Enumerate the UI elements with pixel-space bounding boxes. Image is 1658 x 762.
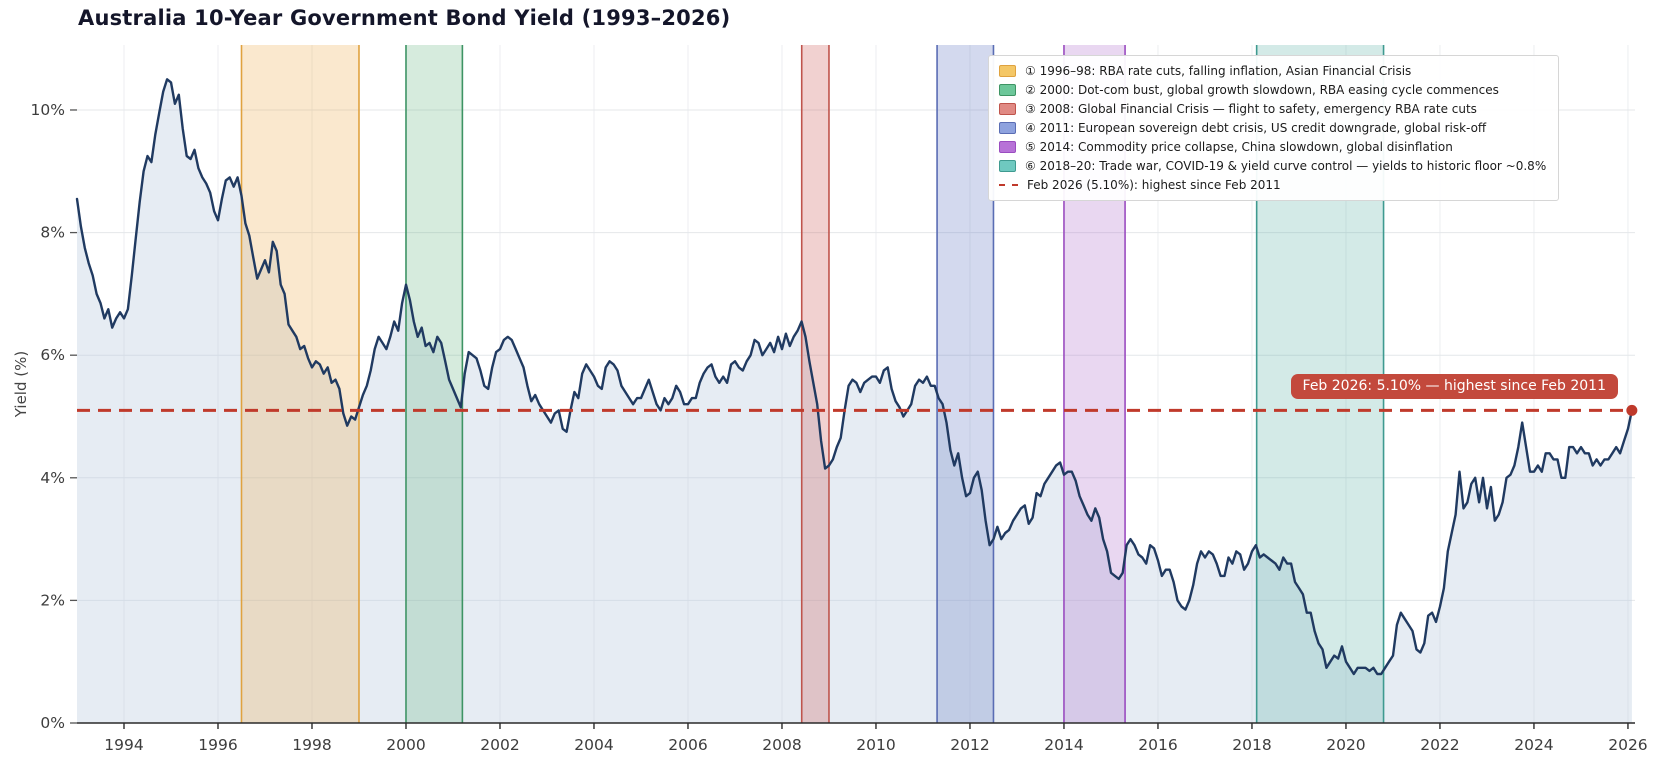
- endpoint-annotation-badge: Feb 2026: 5.10% — highest since Feb 2011: [1290, 374, 1618, 399]
- y-tick-label: 6%: [40, 346, 65, 364]
- legend-item: ③ 2008: Global Financial Crisis — flight…: [999, 101, 1546, 117]
- x-tick-label: 2004: [574, 736, 613, 754]
- y-tick-label: 4%: [40, 469, 65, 487]
- x-tick-label: 1998: [292, 736, 331, 754]
- x-tick-label: 1994: [104, 736, 143, 754]
- legend-item-label: ⑤ 2014: Commodity price collapse, China …: [1025, 140, 1453, 154]
- x-tick-label: 2000: [386, 736, 425, 754]
- y-tick-label: 10%: [31, 101, 65, 119]
- x-tick-label: 2020: [1326, 736, 1365, 754]
- dashed-line-icon: [999, 184, 1018, 186]
- legend-item: ⑤ 2014: Commodity price collapse, China …: [999, 139, 1546, 155]
- legend-item-label: ⑥ 2018–20: Trade war, COVID-19 & yield c…: [1025, 159, 1547, 173]
- event-band: [405, 45, 463, 723]
- event-band: [801, 45, 829, 723]
- x-tick-label: 2002: [480, 736, 519, 754]
- legend-item: ② 2000: Dot-com bust, global growth slow…: [999, 82, 1546, 98]
- legend-item-label: ③ 2008: Global Financial Crisis — flight…: [1025, 102, 1477, 116]
- legend-item-label: ① 1996–98: RBA rate cuts, falling inflat…: [1025, 64, 1412, 78]
- x-tick-label: 2024: [1514, 736, 1553, 754]
- band-swatch-icon: [999, 160, 1016, 172]
- y-tick-label: 0%: [40, 714, 65, 732]
- legend-item: ⑥ 2018–20: Trade war, COVID-19 & yield c…: [999, 158, 1546, 174]
- x-tick-label: 2012: [950, 736, 989, 754]
- x-tick-label: 2006: [668, 736, 707, 754]
- band-swatch-icon: [999, 141, 1016, 153]
- x-tick-label: 2022: [1420, 736, 1459, 754]
- x-tick-label: 2014: [1044, 736, 1083, 754]
- band-swatch-icon: [999, 84, 1016, 96]
- event-band: [937, 45, 994, 723]
- y-tick-label: 8%: [40, 224, 65, 242]
- band-swatch-icon: [999, 103, 1016, 115]
- yield-area-fill: [77, 79, 1632, 724]
- band-swatch-icon: [999, 122, 1016, 134]
- x-tick-label: 1996: [198, 736, 237, 754]
- chart-title: Australia 10-Year Government Bond Yield …: [78, 6, 731, 30]
- y-axis-label: Yield (%): [12, 350, 30, 418]
- legend-item-label: Feb 2026 (5.10%): highest since Feb 2011: [1027, 178, 1281, 192]
- x-tick-label: 2026: [1608, 736, 1647, 754]
- legend-item: ① 1996–98: RBA rate cuts, falling inflat…: [999, 63, 1546, 79]
- x-tick-label: 2010: [856, 736, 895, 754]
- legend: ① 1996–98: RBA rate cuts, falling inflat…: [988, 55, 1560, 201]
- yield-line: [75, 78, 1634, 676]
- endpoint-dot-icon: [1626, 404, 1638, 416]
- y-tick-label: 2%: [40, 591, 65, 609]
- x-tick-label: 2016: [1138, 736, 1177, 754]
- event-band: [241, 45, 359, 723]
- legend-item-label: ② 2000: Dot-com bust, global growth slow…: [1025, 83, 1499, 97]
- legend-item: ④ 2011: European sovereign debt crisis, …: [999, 120, 1546, 136]
- x-tick-label: 2008: [762, 736, 801, 754]
- legend-item: Feb 2026 (5.10%): highest since Feb 2011: [999, 177, 1546, 193]
- band-swatch-icon: [999, 65, 1016, 77]
- legend-item-label: ④ 2011: European sovereign debt crisis, …: [1025, 121, 1487, 135]
- x-tick-label: 2018: [1232, 736, 1271, 754]
